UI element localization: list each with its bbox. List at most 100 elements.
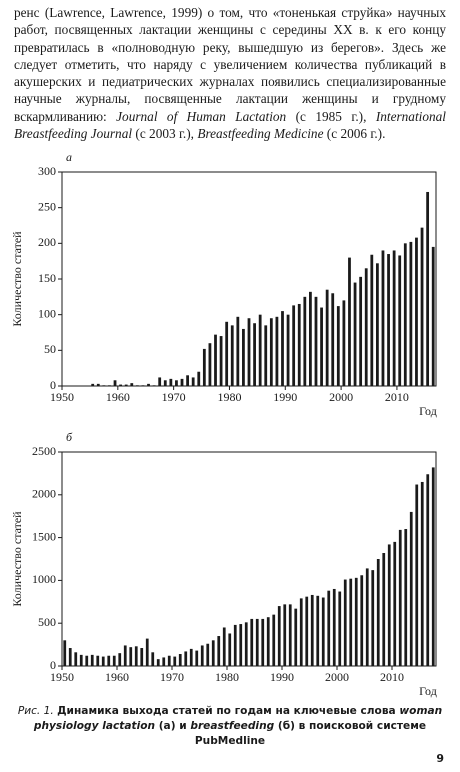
bar — [68, 648, 72, 666]
bar — [134, 646, 138, 666]
bar — [225, 321, 229, 386]
bar — [135, 385, 139, 386]
bar — [145, 638, 149, 666]
paragraph: ренс (Lawrence, Lawrence, 1999) о том, ч… — [14, 4, 446, 142]
bar — [141, 385, 145, 386]
bar — [375, 263, 379, 386]
bar — [169, 378, 173, 386]
text-run: Динамика выхода статей по годам на ключе… — [57, 705, 400, 717]
text-run: (с 2006 г.). — [323, 126, 386, 142]
bar — [338, 591, 342, 666]
bar — [191, 377, 195, 386]
bar — [233, 624, 237, 666]
bar — [331, 293, 335, 386]
bar — [107, 655, 111, 666]
bar — [184, 651, 188, 666]
bar — [365, 568, 369, 666]
bar — [197, 371, 201, 386]
bar — [387, 544, 391, 666]
text-run: International Breastfeeding Journal — [14, 108, 446, 142]
bar — [364, 268, 368, 386]
x-tick-label: 2010 — [380, 670, 404, 684]
text-run: breastfeeding — [190, 720, 275, 732]
bar — [415, 237, 418, 386]
x-tick-label: 2010 — [385, 390, 409, 404]
bar — [96, 655, 100, 666]
bar — [253, 323, 256, 386]
y-tick-label: 250 — [38, 199, 56, 213]
bar — [173, 656, 177, 666]
bar — [130, 383, 134, 386]
bar — [382, 553, 386, 666]
bar — [208, 343, 212, 386]
bar — [217, 636, 221, 666]
bar — [195, 650, 199, 666]
bar — [244, 622, 248, 666]
chart-a: а Количество статей Год 0 50 100 150 200 250 300 1… — [10, 150, 437, 418]
y-tick-label: 200 — [38, 235, 56, 249]
bar — [242, 328, 245, 386]
panel-label: б — [66, 430, 73, 444]
x-tick-label: 2000 — [325, 670, 349, 684]
bar — [415, 484, 419, 666]
bar — [392, 250, 396, 386]
bar — [420, 227, 424, 386]
bar — [431, 246, 435, 386]
x-axis-label: Год — [419, 404, 437, 418]
bar — [305, 596, 309, 666]
bar — [123, 645, 127, 666]
bar — [236, 316, 240, 386]
y-tick-label: 300 — [38, 164, 56, 178]
bar — [156, 659, 160, 666]
bar — [376, 559, 380, 666]
x-axis-label: Год — [419, 684, 437, 698]
chart-b: б Количество статей Год 0 500 1000 1500 2000 250… — [10, 430, 437, 698]
bar — [275, 316, 279, 386]
text-run: Journal of Human Lactation — [116, 108, 287, 124]
bar — [96, 383, 100, 386]
bar — [250, 618, 254, 666]
bar — [403, 243, 407, 386]
bar — [211, 640, 215, 666]
x-tick-label: 1950 — [50, 390, 74, 404]
bar — [387, 254, 390, 386]
text-run: (с 2003 г.), — [132, 126, 198, 142]
bar — [288, 604, 292, 666]
bar — [151, 652, 155, 666]
bar — [398, 255, 402, 386]
bar — [348, 257, 351, 386]
bar — [321, 597, 325, 666]
bar — [371, 570, 375, 666]
bar — [261, 618, 265, 666]
bar — [353, 282, 357, 386]
bar — [239, 624, 243, 666]
bar — [325, 289, 329, 386]
bar — [292, 305, 296, 386]
bar — [314, 296, 318, 386]
bar — [202, 348, 206, 386]
bar — [309, 291, 312, 386]
bar — [283, 604, 287, 666]
y-tick-label: 0 — [50, 658, 56, 672]
bar — [101, 656, 105, 666]
bar — [281, 311, 284, 386]
bar — [277, 606, 281, 666]
bar — [359, 276, 363, 386]
y-tick-label: 50 — [44, 342, 56, 356]
x-tick-label: 1950 — [50, 670, 74, 684]
text-run: woman physiology lactation — [33, 705, 443, 732]
y-tick-label: 1000 — [32, 572, 56, 586]
bar — [85, 655, 89, 666]
bar — [175, 380, 178, 386]
bar — [354, 577, 358, 666]
bar — [342, 300, 346, 386]
bar — [214, 334, 217, 386]
bar — [420, 481, 424, 666]
x-tick-label: 1970 — [162, 390, 186, 404]
text-run: Рис. 1. — [17, 705, 58, 717]
text-run: (а) и — [155, 720, 191, 732]
y-tick-label: 100 — [38, 306, 56, 320]
y-tick-label: 2500 — [32, 444, 56, 458]
bar — [332, 588, 336, 666]
